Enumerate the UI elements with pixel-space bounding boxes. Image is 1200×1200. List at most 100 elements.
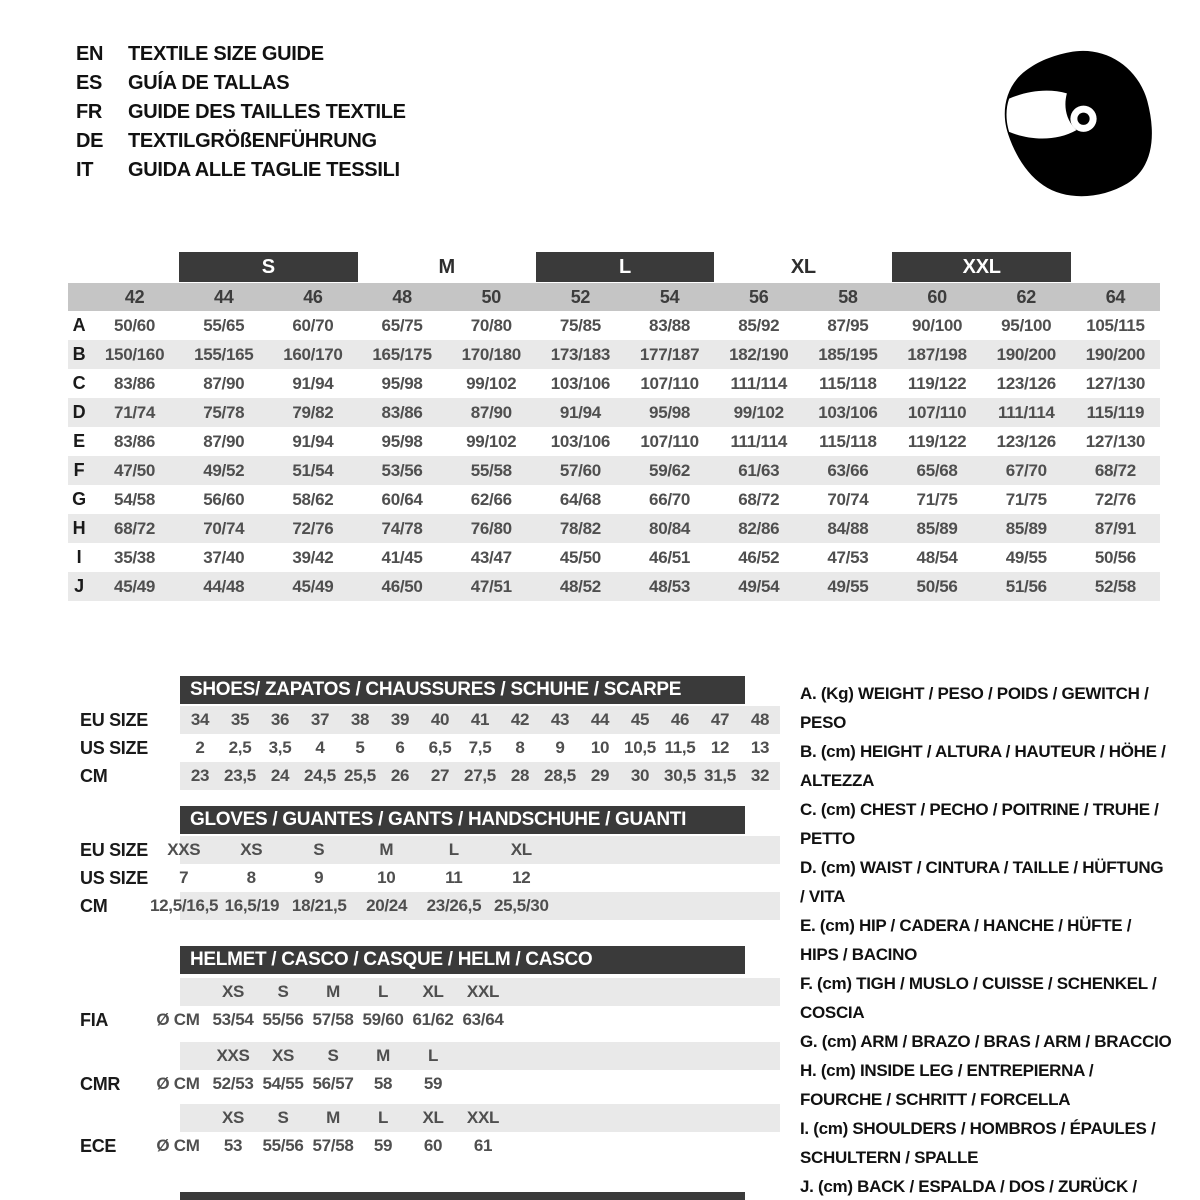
value-cell: 190/200 — [996, 344, 1057, 364]
measure-row: EU SIZE 34 35 36 37 38 39 40 41 42 43 44 45 46 47 48 — [68, 706, 780, 734]
value-cell: 80/84 — [649, 518, 691, 538]
value-cell: 35/38 — [114, 547, 156, 567]
column-header: 50 — [481, 286, 502, 307]
language-row: FR GUIDE DES TAILLES TEXTILE — [76, 98, 406, 127]
value-cell: 71/74 — [114, 402, 156, 422]
value-cell: 60 — [423, 1136, 443, 1155]
row-label: CM — [80, 895, 108, 916]
value-cell: 11 — [445, 868, 463, 887]
value-cell: 87/90 — [470, 402, 512, 422]
language-title: GUIDA ALLE TAGLIE TESSILI — [128, 159, 400, 181]
value-cell: 190/200 — [1085, 344, 1146, 364]
value-cell: 85/89 — [916, 518, 958, 538]
value-cell: 55/58 — [470, 460, 512, 480]
value-cell: 53 — [223, 1136, 243, 1155]
value-cell: 43/47 — [470, 547, 512, 567]
value-cell: 59 — [423, 1074, 443, 1093]
row-cells: 34 35 36 37 38 39 40 41 42 43 44 45 46 47 48 — [180, 706, 780, 734]
row-label: A — [72, 315, 86, 335]
diameter-unit-label: Ø CM — [156, 1136, 200, 1155]
value-cell: 99/102 — [466, 373, 517, 393]
value-cell: 91/94 — [559, 402, 601, 422]
row-stripe — [180, 978, 780, 1006]
value-cell: M — [379, 840, 394, 859]
table-row: J 45/49 44/48 45/49 46/50 47/51 48/52 48/53 49/5… — [68, 572, 1160, 601]
value-cell: 61/62 — [412, 1010, 454, 1029]
column-header: 58 — [838, 286, 858, 307]
legend-item: J. (cm) BACK / ESPALDA / DOS / ZURÜCK / … — [800, 1177, 1137, 1196]
measure-row: CM 23 23,5 24 24,5 25,5 26 27 27,5 28 28,5 29 30 30,5… — [68, 762, 780, 790]
value-cell: 64/68 — [559, 489, 601, 509]
value-cell: 25,5 — [344, 766, 376, 785]
value-cell: 83/86 — [114, 431, 156, 451]
value-cell: 31,5 — [704, 766, 736, 785]
value-cell: 87/95 — [827, 315, 869, 335]
value-cell: 8 — [246, 868, 256, 887]
table-row: I 35/38 37/40 39/42 41/45 43/47 45/50 46/51 46/5… — [68, 543, 1160, 572]
row-stripe — [180, 892, 780, 920]
value-cell: 95/98 — [381, 373, 423, 393]
value-cell: 185/195 — [818, 344, 878, 364]
value-cell: 83/86 — [114, 373, 156, 393]
value-cell: 51/54 — [292, 460, 334, 480]
value-cell: 10 — [590, 738, 610, 757]
gloves-header: GLOVES / GUANTES / GANTS / HANDSCHUHE / … — [180, 806, 745, 834]
value-cell: 103/106 — [550, 431, 611, 451]
size-cell: L — [377, 982, 389, 1001]
main-rows: A 50/60 55/65 60/70 65/75 70/80 75/85 83/88 85/9… — [68, 311, 1160, 601]
value-cell: 48/52 — [559, 576, 601, 596]
value-cell: 115/118 — [819, 431, 877, 451]
value-cell: 41 — [470, 710, 490, 729]
value-cell: 47 — [710, 710, 730, 729]
row-cells: XXS XS S M L XL — [150, 836, 555, 864]
measurement-legend: A. (Kg) WEIGHT / PESO / POIDS / GEWITCH … — [800, 679, 1172, 1200]
table-row: H 68/72 70/74 72/76 74/78 76/80 78/82 80/84 82/8… — [68, 514, 1160, 543]
language-code: IT — [76, 159, 94, 181]
helmet-size-row: XXS XS S M L — [68, 1042, 780, 1070]
language-title: GUIDE DES TAILLES TEXTILE — [128, 101, 406, 123]
value-cell: 53/56 — [381, 460, 423, 480]
legend-item: H. (cm) INSIDE LEG / ENTREPIERNA / FOURC… — [800, 1061, 1094, 1109]
value-cell: 6 — [395, 738, 405, 757]
diameter-unit-label: Ø CM — [156, 1074, 200, 1093]
column-header: 60 — [927, 286, 947, 307]
value-cell: 59 — [373, 1136, 393, 1155]
value-cell: 38 — [350, 710, 370, 729]
value-cell: 57/58 — [312, 1010, 354, 1029]
value-cell: 70/74 — [827, 489, 869, 509]
value-cell: 127/130 — [1085, 373, 1146, 393]
value-cell: 60/64 — [381, 489, 423, 509]
value-cell: 83/88 — [649, 315, 691, 335]
value-cell: 79/82 — [292, 402, 334, 422]
value-cell: 30,5 — [664, 766, 696, 785]
language-title: TEXTILGRÖßENFÜHRUNG — [128, 130, 377, 152]
size-group-xl: XL — [790, 255, 816, 278]
gloves-section: GLOVES / GUANTES / GANTS / HANDSCHUHE / … — [68, 806, 780, 924]
value-cell: 55/56 — [262, 1136, 304, 1155]
row-cells: 23 23,5 24 24,5 25,5 26 27 27,5 28 28,5 29 30 30,5 31… — [180, 762, 780, 790]
value-cell: 76/80 — [470, 518, 512, 538]
row-cells: XXS XS S M L — [208, 1042, 508, 1070]
value-cell: 111/114 — [997, 402, 1055, 422]
size-cell: S — [327, 1046, 339, 1065]
value-cell: 103/106 — [550, 373, 611, 393]
value-cell: 111/114 — [730, 431, 788, 451]
helmet-header: HELMET / CASCO / CASQUE / HELM / CASCO — [180, 946, 745, 974]
value-cell: 56/57 — [312, 1074, 354, 1093]
language-list: EN TEXTILE SIZE GUIDE ES GUÍA DE TALLAS FR GU… — [76, 40, 406, 185]
value-cell: 85/92 — [738, 315, 780, 335]
column-header: 56 — [749, 286, 769, 307]
column-header-band: 42 44 46 48 50 52 54 56 58 60 62 64 — [68, 283, 1160, 311]
row-label: CM — [80, 765, 108, 786]
value-cell: 20/24 — [366, 896, 408, 915]
value-cell: 7 — [179, 868, 189, 887]
diameter-unit-label: Ø CM — [156, 1010, 200, 1029]
value-cell: 40 — [430, 710, 450, 729]
value-cell: 160/170 — [283, 344, 343, 364]
row-label: CMR — [80, 1073, 121, 1094]
language-title: GUÍA DE TALLAS — [128, 72, 290, 94]
size-cell: XXL — [466, 982, 500, 1001]
value-cell: 16,5/19 — [224, 896, 280, 915]
value-cell: 187/198 — [907, 344, 967, 364]
racing-helmet-icon — [982, 38, 1157, 210]
